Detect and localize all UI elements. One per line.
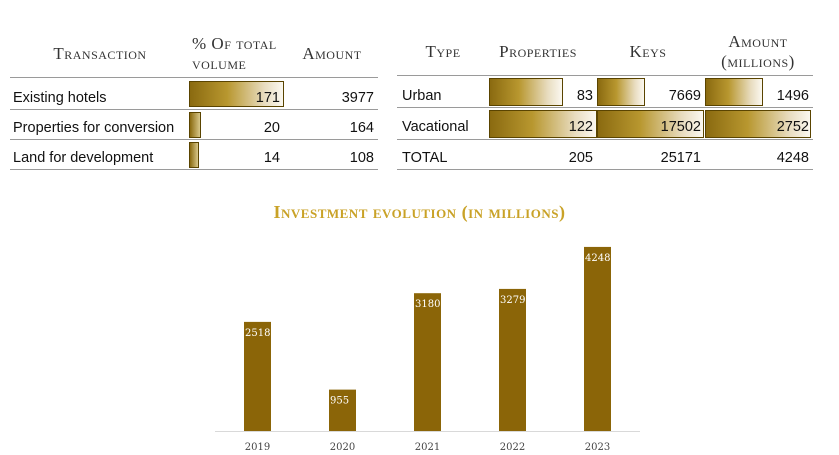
bar-2019 <box>244 321 271 431</box>
header-transaction: Transaction <box>53 44 147 63</box>
data-bar-vacational-properties <box>489 110 597 138</box>
data-bar-existing-hotels <box>189 81 284 107</box>
volume-existing-hotels: 171 <box>255 90 280 106</box>
row-label-properties-for-conversion: Properties for conversion <box>13 120 175 136</box>
keys-total: 25171 <box>660 150 701 166</box>
amount-urban: 1496 <box>776 88 809 104</box>
bar-value-label-2023: 4248 <box>585 253 610 264</box>
bar-2022 <box>499 288 526 431</box>
volume-properties-for-conversion: 20 <box>263 120 280 136</box>
amount-properties-for-conversion: 164 <box>349 120 374 136</box>
data-bar-vacational-keys <box>597 110 704 138</box>
x-tick-label-2023: 2023 <box>585 442 610 453</box>
x-tick-label-2019: 2019 <box>245 442 270 453</box>
data-bar-urban-amount <box>705 78 763 106</box>
row-rule <box>10 109 378 110</box>
row-label-total: TOTAL <box>402 150 448 166</box>
header-pct-total-volume: % Of total volume <box>192 34 277 73</box>
properties-vacational: 122 <box>568 119 593 135</box>
chart-title: Investment evolution (in millions) <box>273 202 566 222</box>
bar-value-label-2021: 3180 <box>415 299 440 310</box>
data-bar-properties-for-conversion <box>189 112 201 138</box>
row-rule <box>397 107 813 108</box>
x-tick-label-2020: 2020 <box>330 442 355 453</box>
bar-value-label-2019: 2518 <box>245 328 270 339</box>
keys-vacational: 17502 <box>660 119 701 135</box>
keys-urban: 7669 <box>668 88 701 104</box>
amount-vacational: 2752 <box>776 119 809 135</box>
x-tick-label-2022: 2022 <box>500 442 525 453</box>
x-tick-label-2021: 2021 <box>415 442 440 453</box>
bar-2023 <box>584 246 611 431</box>
amount-existing-hotels: 3977 <box>341 90 374 106</box>
header-amount: Amount <box>302 44 362 63</box>
header-keys: Keys <box>629 42 667 61</box>
properties-urban: 83 <box>576 88 593 104</box>
properties-total: 205 <box>568 150 593 166</box>
header-amount-millions: Amount (millions) <box>721 32 795 71</box>
bar-2020 <box>329 389 356 431</box>
row-label-urban: Urban <box>402 88 442 104</box>
volume-land-for-development: 14 <box>263 150 280 166</box>
header-rule <box>10 77 378 78</box>
bar-value-label-2020: 955 <box>330 396 349 407</box>
bar-2021 <box>414 293 441 431</box>
header-properties: Properties <box>499 42 577 61</box>
data-bar-urban-keys <box>597 78 645 106</box>
data-bar-urban-properties <box>489 78 563 106</box>
row-label-land-for-development: Land for development <box>13 150 154 166</box>
amount-total: 4248 <box>776 150 809 166</box>
header-type: Type <box>425 42 461 61</box>
row-rule <box>10 139 378 140</box>
data-bar-vacational-amount <box>705 110 811 138</box>
row-label-vacational: Vacational <box>402 119 469 135</box>
row-rule <box>397 169 813 170</box>
header-rule <box>397 75 813 76</box>
row-rule <box>10 169 378 170</box>
data-bar-land-for-development <box>189 142 199 168</box>
row-label-existing-hotels: Existing hotels <box>13 90 107 106</box>
amount-land-for-development: 108 <box>349 150 374 166</box>
row-rule <box>397 139 813 140</box>
bar-value-label-2022: 3279 <box>500 295 525 306</box>
